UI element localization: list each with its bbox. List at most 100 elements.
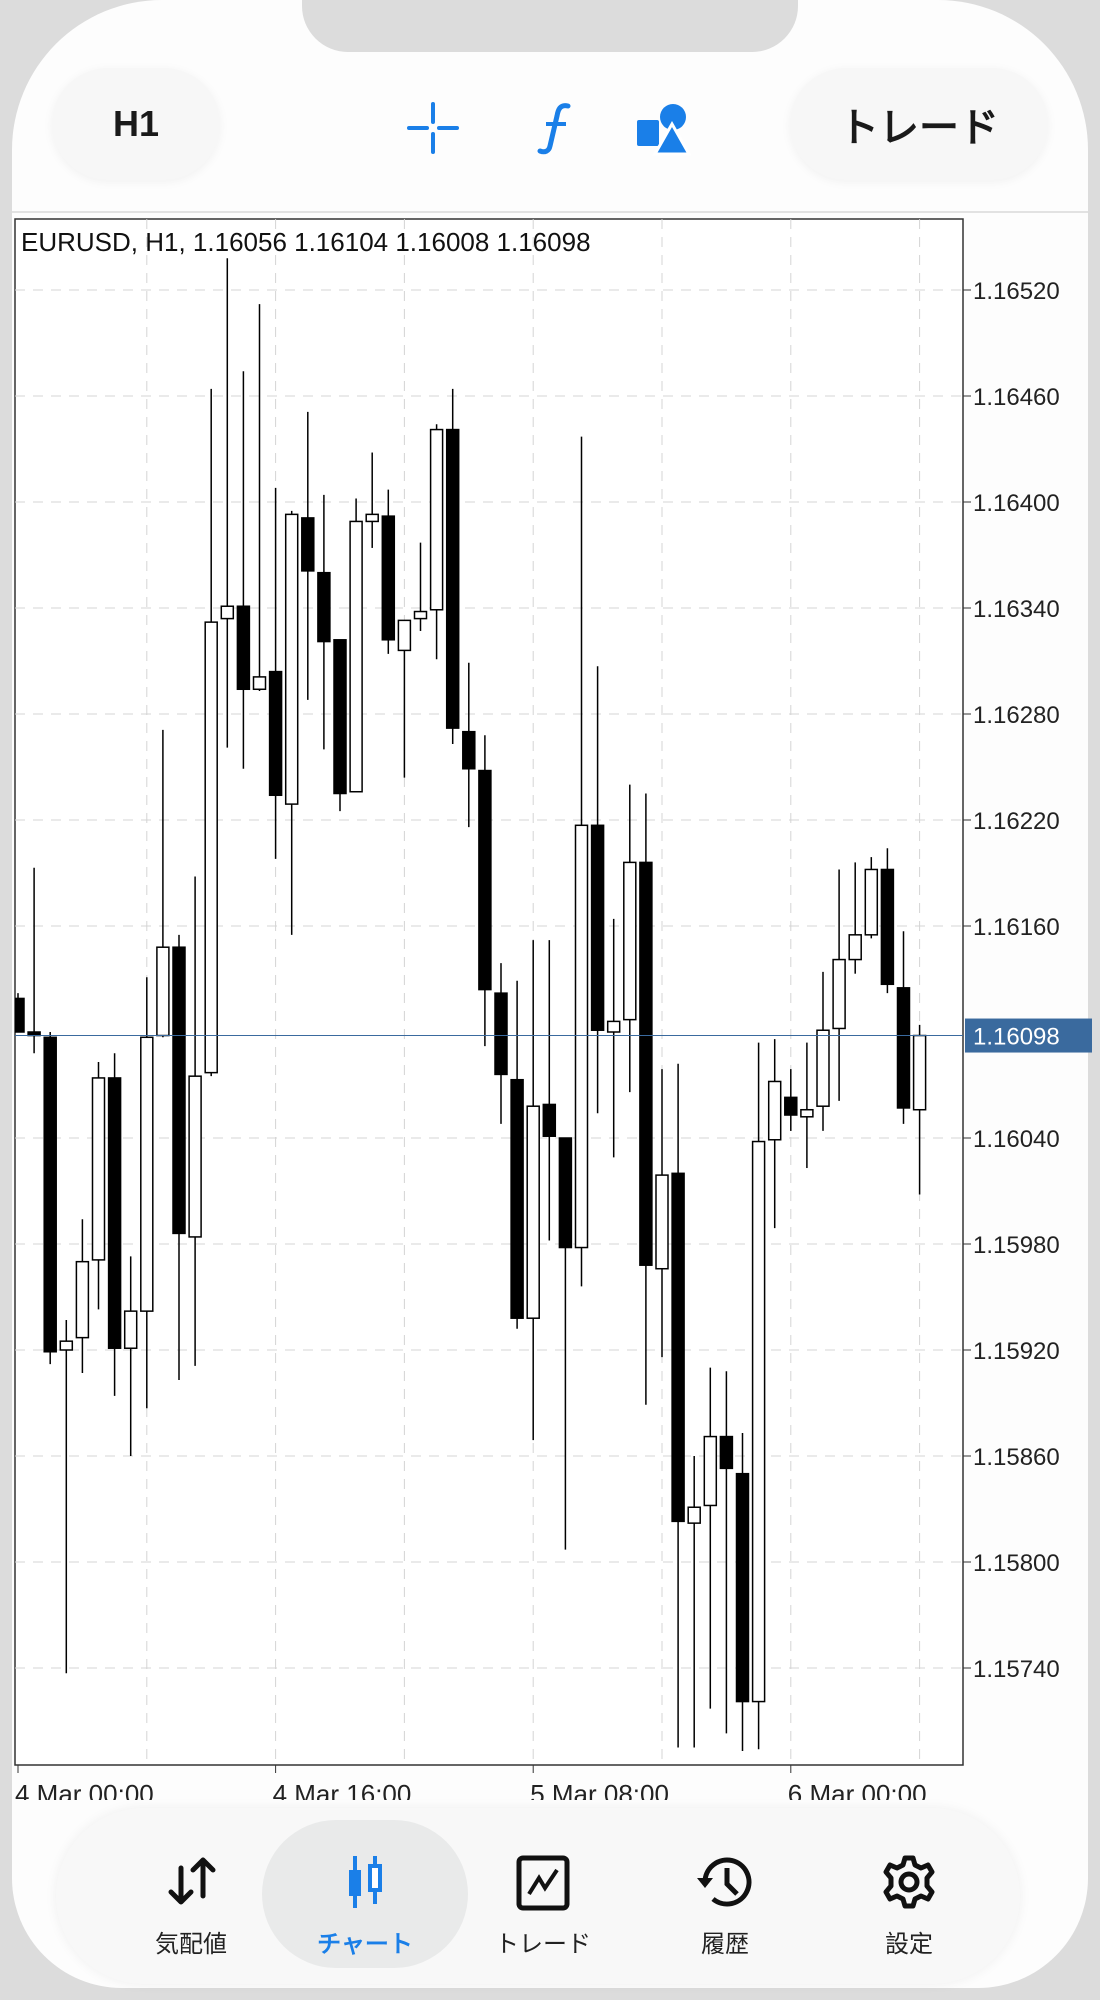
- y-tick-label: 1.16160: [973, 914, 1060, 941]
- price-chart[interactable]: 1.16520 1.16460 1.16400 1.16340 1.16280 1.162…: [0, 0, 1100, 1800]
- candle-bullish: [703, 1435, 718, 1507]
- candle-bearish: [719, 1435, 734, 1470]
- crosshair-icon[interactable]: [405, 100, 461, 156]
- candle-bullish: [574, 824, 589, 1249]
- candle-bullish: [848, 934, 862, 961]
- candle-bullish: [912, 1034, 927, 1111]
- candle-bullish: [188, 1075, 202, 1238]
- settings-gear-icon: [883, 1855, 935, 1909]
- trade-chart-icon: [516, 1855, 570, 1911]
- candle-bullish: [832, 958, 846, 1030]
- candle-bearish: [590, 824, 605, 1031]
- candle-bullish: [284, 513, 299, 805]
- nav-label: 気配値: [155, 1931, 227, 1958]
- candle-bullish: [123, 1310, 138, 1349]
- candle-bullish: [204, 621, 218, 1074]
- bottom-navigation: 気配値 チャート トレード 履歴 設定: [56, 1808, 1020, 1984]
- candle-bullish: [413, 610, 428, 620]
- candle-bearish: [381, 515, 396, 641]
- candle-bullish: [140, 1036, 154, 1312]
- candle-bullish: [751, 1140, 766, 1703]
- x-tick-label: 4 Mar 16:00: [273, 1779, 412, 1800]
- candle-bearish: [268, 670, 283, 797]
- candle-bearish: [301, 517, 315, 572]
- y-tick-label: 1.15920: [973, 1338, 1060, 1365]
- candle-bearish: [107, 1077, 122, 1349]
- candle-bearish: [15, 997, 25, 1033]
- candle-bullish: [655, 1174, 669, 1270]
- candle-bearish: [27, 1031, 41, 1037]
- candle-bearish: [880, 868, 895, 986]
- candle-bullish: [59, 1340, 74, 1351]
- trade-button[interactable]: トレード: [790, 68, 1048, 180]
- current-price-label: 1.16098: [973, 1024, 1060, 1051]
- candle-bullish: [623, 861, 637, 1021]
- candle-bullish: [252, 676, 267, 691]
- candle-bullish: [397, 619, 412, 652]
- candle-bearish: [333, 639, 347, 795]
- nav-item-chart[interactable]: チャート: [262, 1820, 468, 1968]
- candle-bullish: [365, 513, 379, 523]
- y-tick-label: 1.15800: [973, 1550, 1060, 1577]
- device-notch: [302, 0, 798, 52]
- candle-bearish: [43, 1036, 57, 1353]
- candle-bullish: [75, 1260, 90, 1339]
- candle-bearish: [445, 428, 460, 729]
- y-tick-label: 1.15860: [973, 1444, 1060, 1471]
- x-tick-label: 5 Mar 08:00: [530, 1779, 669, 1800]
- candle-bearish: [896, 987, 911, 1109]
- nav-item-history[interactable]: 履歴: [622, 1820, 828, 1968]
- candle-bullish: [606, 1020, 621, 1033]
- y-tick-label: 1.16280: [973, 702, 1060, 729]
- objects-icon[interactable]: [635, 100, 691, 156]
- candle-bullish: [687, 1506, 701, 1524]
- nav-item-trade[interactable]: トレード: [440, 1820, 646, 1968]
- candle-bullish: [429, 428, 444, 611]
- candle-bullish: [864, 868, 879, 936]
- nav-item-quotes[interactable]: 気配値: [88, 1820, 294, 1968]
- current-price-badge: [965, 1018, 1092, 1053]
- candle-bullish: [800, 1108, 814, 1118]
- candle-bearish: [639, 861, 653, 1266]
- y-tick-label: 1.16400: [973, 490, 1060, 517]
- y-tick-label: 1.16040: [973, 1126, 1060, 1153]
- candle-bearish: [317, 571, 331, 643]
- candles: [15, 258, 927, 1752]
- x-tick-label: 4 Mar 00:00: [15, 1779, 154, 1800]
- candle-bearish: [558, 1137, 573, 1249]
- candle-bullish: [349, 520, 363, 793]
- candle-bearish: [784, 1096, 798, 1116]
- chart-title: EURUSD, H1, 1.16056 1.16104 1.16008 1.16…: [21, 227, 591, 257]
- candle-bearish: [494, 992, 508, 1076]
- nav-label: チャート: [317, 1931, 413, 1958]
- candle-bullish: [156, 946, 170, 1037]
- quotes-arrows-icon: [168, 1857, 216, 1905]
- candle-bullish: [816, 1029, 830, 1107]
- candle-bearish: [236, 605, 251, 691]
- y-tick-label: 1.16520: [973, 278, 1060, 305]
- candle-bullish: [767, 1080, 782, 1141]
- candle-bearish: [671, 1172, 685, 1523]
- candle-bearish: [478, 769, 492, 991]
- candle-bullish: [220, 605, 235, 620]
- nav-item-settings[interactable]: 設定: [806, 1820, 1012, 1968]
- timeframe-button[interactable]: H1: [52, 68, 220, 180]
- candle-bearish: [542, 1103, 557, 1137]
- y-tick-label: 1.15740: [973, 1656, 1060, 1683]
- history-icon: [697, 1857, 752, 1907]
- nav-label: 履歴: [701, 1931, 749, 1958]
- candle-bearish: [172, 946, 186, 1235]
- y-tick-label: 1.16220: [973, 808, 1060, 835]
- y-tick-label: 1.16460: [973, 384, 1060, 411]
- y-tick-label: 1.16340: [973, 596, 1060, 623]
- candle-bearish: [735, 1472, 750, 1703]
- y-tick-label: 1.15980: [973, 1232, 1060, 1259]
- nav-label: トレード: [495, 1931, 591, 1958]
- candle-bullish: [91, 1077, 106, 1261]
- nav-label: 設定: [885, 1931, 933, 1958]
- candle-bullish: [526, 1105, 540, 1319]
- x-tick-label: 6 Mar 00:00: [788, 1779, 927, 1800]
- candle-bearish: [462, 730, 476, 770]
- function-icon[interactable]: [528, 100, 584, 156]
- candlestick-chart-icon: [349, 1856, 382, 1908]
